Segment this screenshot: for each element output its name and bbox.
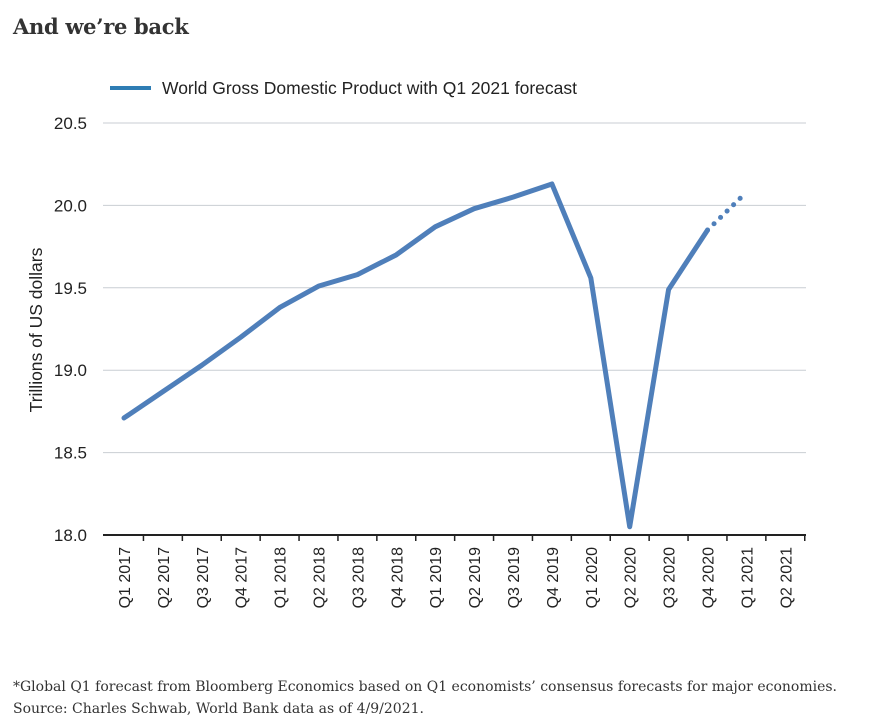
x-tick-label: Q3 2020 — [662, 547, 679, 608]
x-tick-label: Q2 2017 — [156, 547, 173, 608]
x-tick-label: Q3 2018 — [350, 547, 367, 608]
forecast-line — [705, 189, 749, 233]
y-axis-ticks: 18.0 18.5 19.0 19.5 20.0 20.5 — [54, 114, 87, 545]
x-tick-label: Q2 2020 — [623, 547, 640, 608]
x-tick-label: Q2 2018 — [312, 547, 329, 608]
x-tick-label: Q3 2019 — [506, 547, 523, 608]
x-tick-label: Q1 2017 — [117, 547, 134, 608]
x-tick-label: Q1 2018 — [273, 547, 290, 608]
y-tick-label: 20.0 — [54, 196, 87, 215]
footnote: *Global Q1 forecast from Bloomberg Econo… — [13, 676, 863, 720]
x-tick-label: Q4 2019 — [545, 547, 562, 608]
x-tick-label: Q2 2021 — [778, 547, 795, 608]
x-axis-ticks: Q1 2017 Q2 2017 Q3 2017 Q4 2017 Q1 2018 Q2 20… — [117, 535, 806, 608]
forecast-note: *Global Q1 forecast from Bloomberg Econo… — [13, 679, 837, 695]
x-tick-label: Q1 2019 — [428, 547, 445, 608]
x-tick-label: Q2 2019 — [467, 547, 484, 608]
grid-lines — [103, 122, 806, 454]
y-tick-label: 19.5 — [54, 279, 87, 298]
gdp-line-chart: 18.018.519.019.520.020.5 Q1 2017 Q2 2017 Q… — [26, 78, 806, 608]
x-tick-label: Q4 2017 — [234, 547, 251, 608]
x-tick-label: Q3 2017 — [195, 547, 212, 608]
source-note: Source: Charles Schwab, World Bank data … — [13, 701, 424, 717]
legend-label: World Gross Domestic Product with Q1 202… — [162, 78, 577, 98]
y-tick-label: 20.5 — [54, 114, 87, 133]
x-tick-label: Q1 2020 — [584, 547, 601, 608]
page-title: And we’re back — [13, 14, 189, 39]
y-tick-label: 18.5 — [54, 444, 87, 463]
legend: World Gross Domestic Product with Q1 202… — [110, 78, 577, 98]
x-tick-label: Q4 2018 — [389, 547, 406, 608]
series-layer — [121, 181, 749, 530]
y-tick-label: 18.0 — [54, 526, 87, 545]
series-line — [121, 181, 710, 530]
y-tick-label: 19.0 — [54, 361, 87, 380]
x-tick-label: Q1 2021 — [739, 547, 756, 608]
x-tick-label: Q4 2020 — [701, 547, 718, 608]
y-axis-label: Trillions of US dollars — [26, 247, 46, 412]
